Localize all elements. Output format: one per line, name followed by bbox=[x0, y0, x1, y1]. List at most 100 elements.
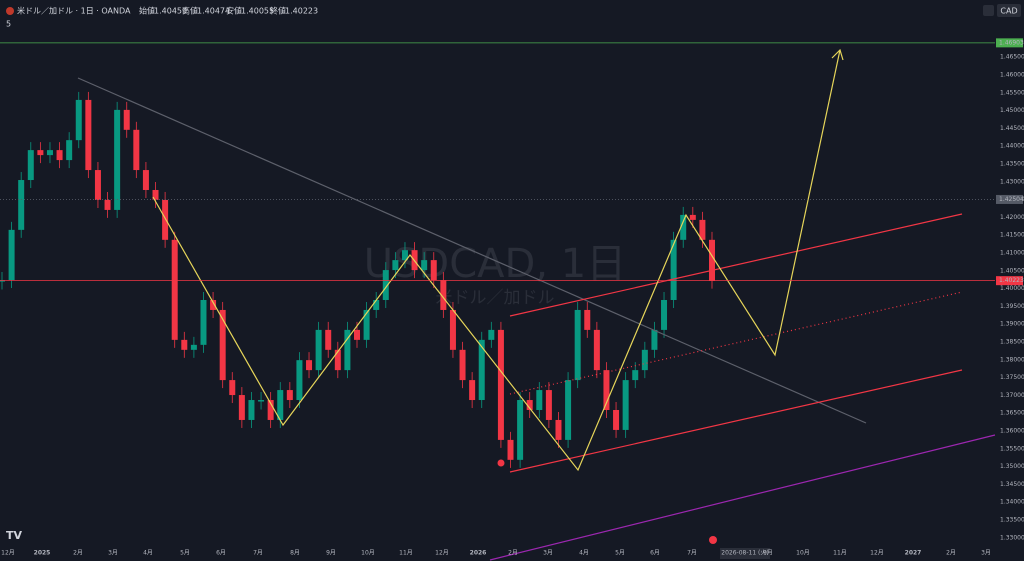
candle bbox=[219, 309, 226, 381]
price-tag-label: 1.40223 bbox=[999, 277, 1024, 284]
candle bbox=[382, 270, 389, 300]
candle bbox=[709, 239, 715, 281]
x-tick-label: 12月 bbox=[870, 550, 884, 557]
candle bbox=[344, 329, 351, 371]
x-tick-label: 2月 bbox=[508, 550, 518, 557]
candle bbox=[526, 400, 533, 410]
x-tick-label: 6月 bbox=[650, 550, 660, 557]
candle bbox=[536, 390, 543, 410]
candle bbox=[258, 400, 265, 402]
candle bbox=[421, 260, 428, 271]
y-tick-label: 1.33000 bbox=[1000, 534, 1024, 541]
y-tick-label: 1.43500 bbox=[1000, 161, 1024, 168]
candle bbox=[478, 339, 485, 401]
y-tick-label: 1.46500 bbox=[1000, 54, 1024, 61]
y-tick-label: 1.37500 bbox=[1000, 374, 1024, 381]
x-tick-label: 2月 bbox=[946, 550, 956, 557]
y-tick-label: 1.33500 bbox=[1000, 517, 1024, 524]
close-value: 1.40223 bbox=[285, 7, 318, 16]
price-tag bbox=[996, 38, 1023, 48]
candle bbox=[363, 309, 370, 340]
candle bbox=[584, 309, 591, 330]
x-tick-label: 2027 bbox=[905, 550, 922, 557]
candle bbox=[641, 349, 648, 371]
candle bbox=[200, 299, 207, 345]
arrow-head bbox=[831, 48, 844, 61]
low-value: 1.40055 bbox=[241, 7, 274, 16]
high-value: 1.40474 bbox=[197, 7, 230, 16]
candle bbox=[603, 370, 610, 410]
candle bbox=[190, 344, 197, 350]
watermark-title: USDCAD, 1日 bbox=[364, 241, 626, 287]
y-tick-label: 1.35000 bbox=[1000, 463, 1024, 470]
watermark-subtitle: 米ドル／加ドル bbox=[436, 288, 555, 308]
currency[interactable]: CAD bbox=[1000, 7, 1017, 16]
candle bbox=[171, 239, 178, 340]
candle bbox=[354, 329, 360, 340]
settings-button[interactable] bbox=[983, 5, 994, 16]
candle bbox=[27, 150, 34, 181]
candle bbox=[162, 199, 169, 240]
event-marker bbox=[497, 459, 505, 467]
candle bbox=[123, 109, 130, 130]
candle bbox=[651, 329, 658, 350]
x-tick-label: 5月 bbox=[615, 550, 625, 557]
x-tick-label: 12月 bbox=[435, 550, 449, 557]
x-tick-label: 11月 bbox=[399, 550, 413, 557]
candle bbox=[497, 329, 504, 440]
candle bbox=[699, 219, 706, 240]
y-tick-label: 1.44000 bbox=[1000, 143, 1024, 150]
candle bbox=[18, 180, 25, 230]
y-tick-label: 1.45500 bbox=[1000, 89, 1024, 96]
x-tick-label: 11月 bbox=[833, 550, 847, 557]
candle bbox=[488, 329, 495, 340]
x-tick-label: 5月 bbox=[180, 550, 190, 557]
header-bar bbox=[0, 0, 1024, 18]
event-marker bbox=[709, 536, 717, 544]
price-tag-label: 1.46903 bbox=[999, 39, 1024, 46]
indicator-toggle[interactable]: 5 bbox=[6, 20, 11, 29]
x-tick-label: 2026-08-11 (火) bbox=[721, 550, 768, 557]
candle bbox=[56, 150, 63, 161]
candle bbox=[661, 299, 668, 330]
candle bbox=[517, 400, 524, 460]
y-tick-label: 1.38500 bbox=[1000, 339, 1024, 346]
candle bbox=[565, 380, 572, 440]
y-tick-label: 1.44500 bbox=[1000, 125, 1024, 132]
x-tick-label: 2月 bbox=[73, 550, 83, 557]
candle bbox=[545, 390, 552, 420]
candle bbox=[325, 329, 332, 350]
high-label: 高値 bbox=[182, 6, 198, 16]
candle bbox=[181, 339, 188, 350]
candle bbox=[315, 329, 322, 371]
symbol: 米ドル／加ドル · 1日 · OANDA bbox=[17, 6, 131, 16]
y-tick-label: 1.41000 bbox=[1000, 250, 1024, 257]
candle bbox=[248, 400, 255, 420]
x-tick-label: 6月 bbox=[216, 550, 226, 557]
candle bbox=[555, 419, 562, 440]
candle bbox=[401, 250, 408, 261]
y-tick-label: 1.37000 bbox=[1000, 392, 1024, 399]
x-tick-label: 8月 bbox=[290, 550, 300, 557]
currency-button[interactable] bbox=[997, 4, 1021, 17]
candle bbox=[593, 329, 600, 371]
x-tick-label: 2025 bbox=[34, 550, 51, 557]
candle bbox=[306, 360, 313, 371]
candle bbox=[334, 349, 341, 371]
candle bbox=[104, 199, 111, 210]
channel-top bbox=[509, 213, 963, 317]
candle bbox=[8, 229, 15, 281]
candle bbox=[46, 150, 53, 156]
candle bbox=[94, 170, 101, 200]
y-tick-label: 1.38000 bbox=[1000, 356, 1024, 363]
x-tick-label: 7月 bbox=[253, 550, 263, 557]
x-tick-label: 10月 bbox=[796, 550, 810, 557]
symbol-icon bbox=[6, 7, 14, 15]
candle bbox=[469, 380, 476, 401]
drawings bbox=[77, 48, 996, 561]
date-highlight bbox=[720, 548, 770, 559]
y-tick-label: 1.43000 bbox=[1000, 178, 1024, 185]
candle bbox=[689, 214, 696, 220]
candle bbox=[574, 309, 581, 381]
